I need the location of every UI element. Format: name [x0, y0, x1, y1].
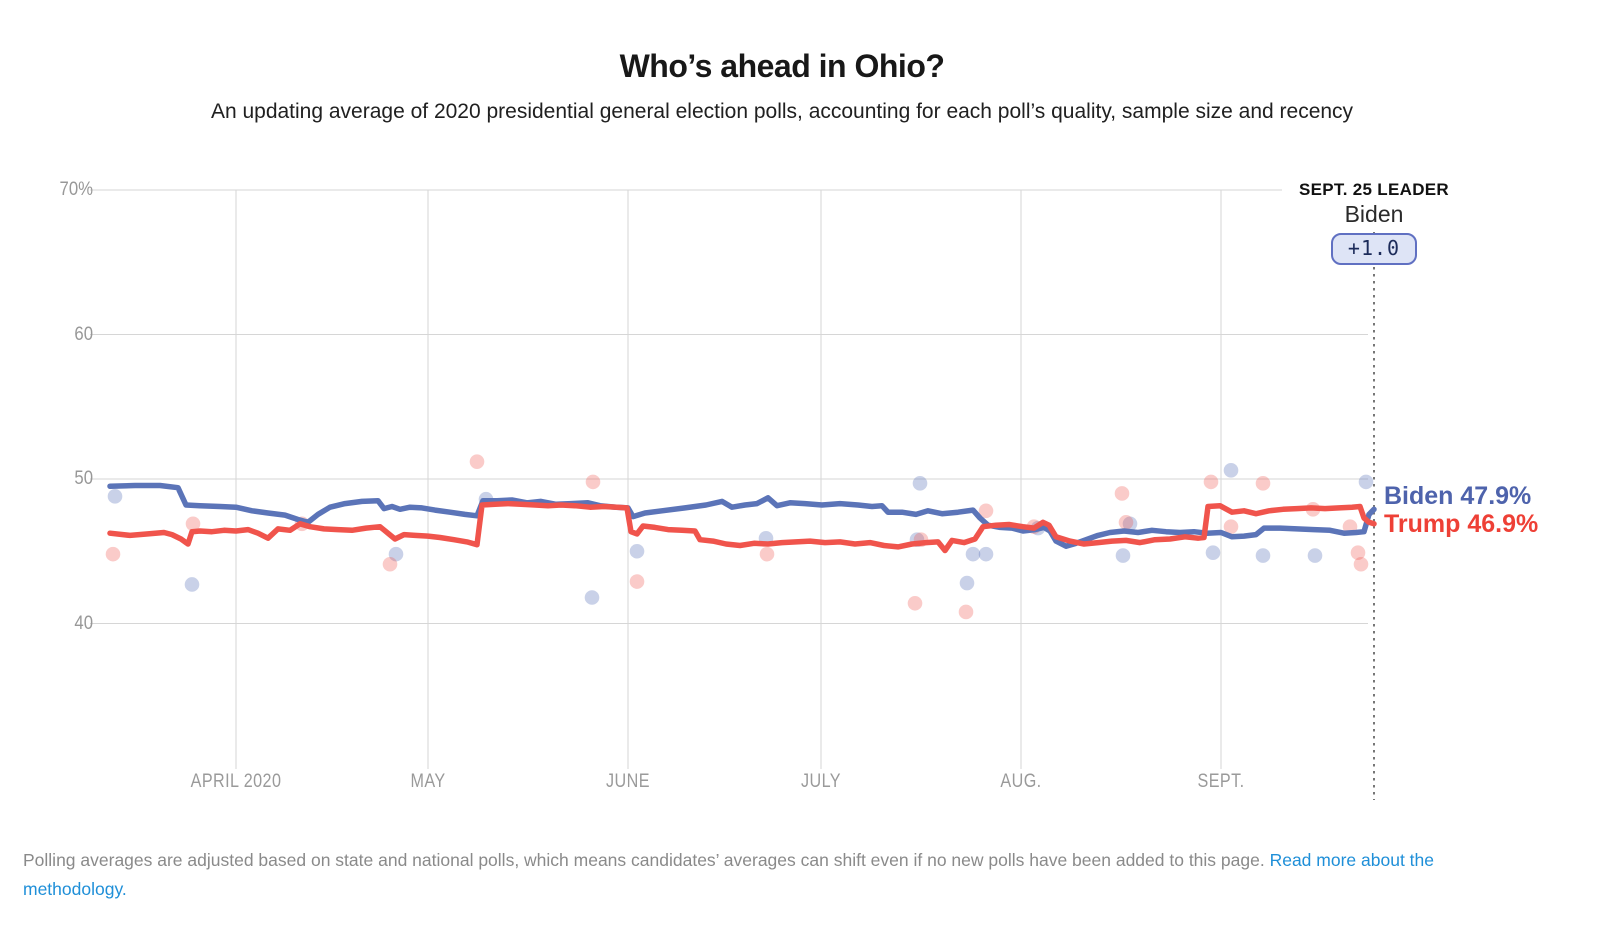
trump-end-label: Trump 46.9%	[1384, 510, 1539, 538]
biden-poll-dot	[388, 546, 404, 562]
trump-poll-dot	[185, 516, 201, 532]
y-tick-label: 50	[74, 468, 93, 489]
biden-poll-dot	[1115, 548, 1131, 563]
trump-poll-dot	[1114, 486, 1130, 501]
x-tick-label: MAY	[410, 771, 446, 792]
biden-average-line	[107, 482, 1377, 549]
biden-poll-dot	[584, 590, 600, 605]
page-title: Who’s ahead in Ohio?	[619, 48, 945, 84]
biden-end-label: Biden 47.9%	[1384, 482, 1532, 510]
footnote: Polling averages are adjusted based on s…	[23, 846, 1517, 903]
x-tick-label: JULY	[800, 771, 842, 792]
biden-poll-dot	[978, 546, 994, 562]
biden-poll-dot	[184, 577, 200, 592]
trump-poll-dot	[585, 474, 601, 490]
y-tick-label: 60	[74, 323, 93, 345]
leader-annotation: SEPT. 25 LEADER Biden +1.0	[1254, 180, 1494, 265]
biden-poll-dot	[1205, 545, 1221, 560]
trump-poll-dot	[1350, 545, 1366, 560]
x-tick-label: JUNE	[606, 771, 650, 792]
trump-poll-dot	[1118, 515, 1134, 530]
trump-poll-dot	[382, 556, 398, 572]
biden-poll-dot	[107, 489, 123, 504]
trump-poll-dot	[1353, 556, 1369, 572]
biden-poll-dot	[1223, 463, 1239, 478]
biden-poll-dot	[1255, 548, 1271, 563]
trump-poll-dot	[629, 574, 645, 589]
x-tick-label: AUG.	[1000, 771, 1042, 792]
trump-poll-dot	[978, 503, 994, 519]
trump-poll-dot	[1255, 476, 1271, 491]
page-subtitle: An updating average of 2020 presidential…	[210, 100, 1354, 123]
trump-poll-dot	[1203, 474, 1219, 490]
methodology-link[interactable]: Read more about the methodology.	[23, 850, 1434, 899]
biden-poll-dot	[959, 575, 975, 591]
biden-poll-dot	[1122, 516, 1138, 532]
biden-poll-dot	[1307, 548, 1323, 563]
biden-poll-dot	[629, 543, 645, 559]
trump-poll-dot	[469, 454, 485, 469]
trump-poll-dot	[105, 546, 121, 562]
biden-poll-dot	[965, 546, 981, 562]
trump-average-line	[107, 500, 1377, 554]
x-tick-label: SEPT.	[1197, 771, 1245, 792]
x-tick-label: APRIL 2020	[190, 771, 282, 792]
leader-date-label: SEPT. 25 LEADER	[1294, 180, 1454, 200]
trump-poll-dot	[907, 595, 923, 611]
leader-margin-pill: +1.0	[1330, 233, 1418, 265]
biden-poll-dot	[912, 476, 928, 491]
footnote-text: Polling averages are adjusted based on s…	[23, 850, 1270, 870]
trump-poll-dot	[759, 546, 775, 562]
leader-name: Biden	[1338, 201, 1410, 228]
trump-poll-dot	[1223, 519, 1239, 534]
y-tick-label: 40	[74, 612, 93, 634]
y-tick-label: 70%	[59, 179, 93, 200]
biden-poll-dot	[1358, 474, 1374, 490]
trump-poll-dot	[958, 604, 974, 620]
